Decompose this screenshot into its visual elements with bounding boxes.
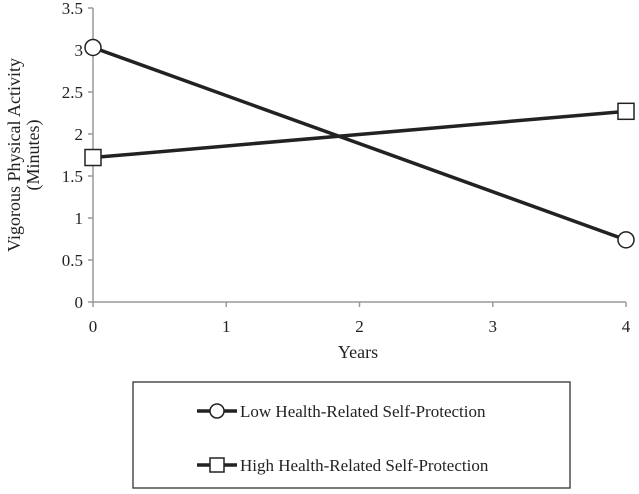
- legend-label-low: Low Health-Related Self-Protection: [240, 402, 486, 421]
- series-1-point: [84, 148, 102, 167]
- y-ticks: 0 0.5 1 1.5 2 2.5 3 3.5: [62, 0, 93, 312]
- x-tick-label: 2: [355, 317, 364, 336]
- x-axis-title: Years: [338, 342, 378, 362]
- legend-circle-marker-icon: [209, 403, 225, 419]
- y-axis-title-line-1: Vigorous Physical Activity: [4, 58, 24, 252]
- legend-entry-high: High Health-Related Self-Protection: [197, 456, 489, 475]
- legend-box: [132, 381, 571, 489]
- y-tick-label: 1: [75, 209, 84, 228]
- series-0-point: [617, 231, 635, 249]
- y-tick-label: 3.5: [62, 0, 83, 18]
- y-tick-label: 0.5: [62, 251, 83, 270]
- series-line-0: [92, 45, 627, 242]
- series-line-1: [92, 109, 627, 160]
- x-tick-label: 1: [222, 317, 231, 336]
- legend-square-marker-icon: [209, 457, 225, 473]
- y-tick-label: 2.5: [62, 83, 83, 102]
- y-tick-label: 3: [75, 41, 84, 60]
- x-tick-label: 4: [622, 317, 631, 336]
- y-tick-label: 1.5: [62, 167, 83, 186]
- series-1-point: [617, 102, 635, 121]
- series-0-point: [84, 38, 102, 57]
- x-ticks: 0 1 2 3 4: [89, 302, 631, 336]
- y-axis-title-line-2: (Minutes): [23, 120, 44, 191]
- series-layer: [84, 38, 635, 249]
- x-tick-label: 0: [89, 317, 98, 336]
- x-tick-label: 3: [489, 317, 498, 336]
- legend-label-high: High Health-Related Self-Protection: [240, 456, 489, 475]
- legend-entry-low: Low Health-Related Self-Protection: [197, 402, 486, 421]
- y-tick-label: 0: [75, 293, 84, 312]
- y-tick-label: 2: [75, 125, 84, 144]
